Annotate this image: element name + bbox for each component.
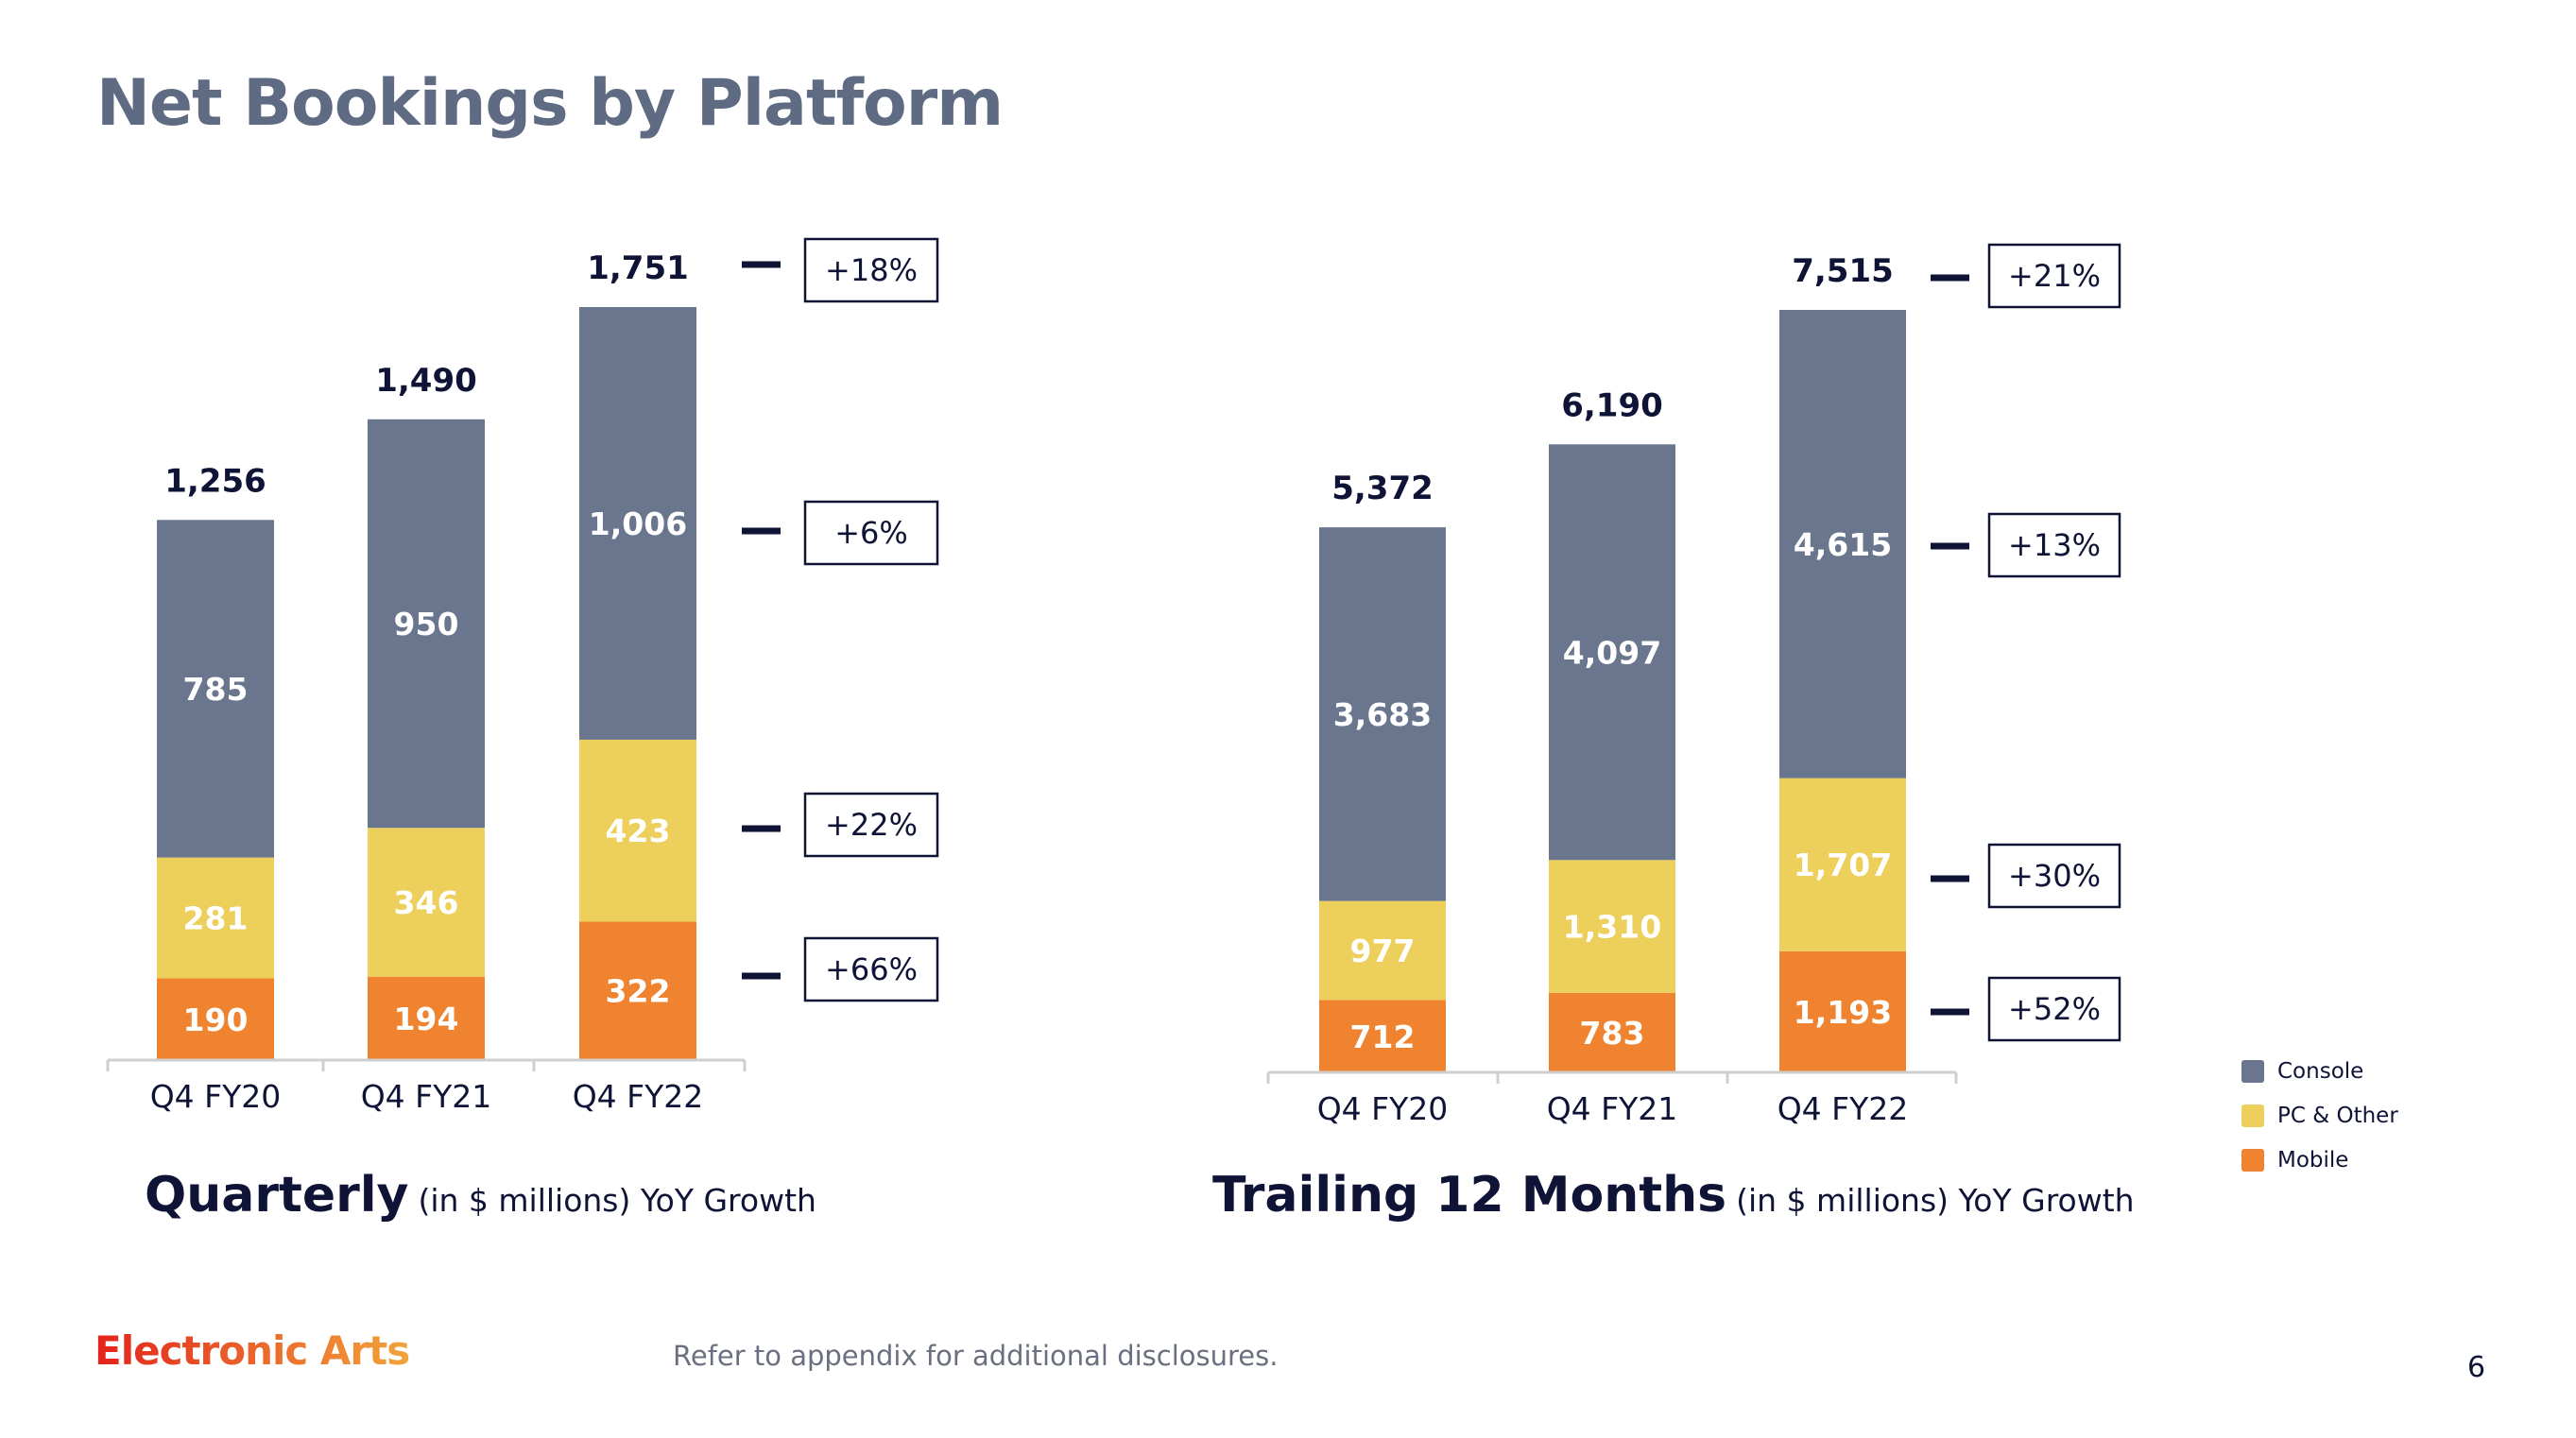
quarterly-bar-mobile-1 xyxy=(157,978,274,1060)
ttm-data-label-console-2: 4,097 xyxy=(1563,634,1661,671)
ttm-growth-box-console xyxy=(1987,512,2121,578)
ttm-growth-box-mobile xyxy=(1987,976,2121,1042)
quarterly-bar-pc-2 xyxy=(368,828,485,977)
ttm-bar-mobile-1 xyxy=(1319,1000,1446,1072)
quarterly-total-label-1: 1,256 xyxy=(164,462,266,500)
page-number: 6 xyxy=(2467,1351,2486,1384)
quarterly-x-tick-label-2: Q4 FY21 xyxy=(361,1078,492,1115)
quarterly-x-tick-label-3: Q4 FY22 xyxy=(573,1078,704,1115)
ttm-total-label-2: 6,190 xyxy=(1561,386,1663,424)
ttm-data-label-console-1: 3,683 xyxy=(1333,696,1432,733)
quarterly-growth-box-total xyxy=(803,237,939,303)
quarterly-total-label-2: 1,490 xyxy=(375,362,477,400)
quarterly-data-label-console-1: 785 xyxy=(183,671,249,708)
quarterly-data-label-mobile-1: 190 xyxy=(183,1001,249,1038)
quarterly-data-label-console-3: 1,006 xyxy=(589,505,687,542)
ttm-growth-label-mobile: +52% xyxy=(2008,991,2101,1027)
quarterly-data-label-pc-1: 281 xyxy=(183,900,249,937)
legend-label-pc: PC & Other xyxy=(2277,1103,2398,1128)
quarterly-growth-box-pc xyxy=(803,792,939,858)
quarterly-bar-pc-1 xyxy=(157,857,274,979)
quarterly-growth-label-total: +18% xyxy=(825,252,918,288)
ttm-data-label-console-3: 4,615 xyxy=(1794,526,1892,563)
page-title: Net Bookings by Platform xyxy=(96,66,1004,141)
ttm-growth-box-total xyxy=(1987,243,2121,309)
ttm-growth-label-total: +21% xyxy=(2008,258,2101,294)
ttm-caption: Trailing 12 Months (in $ millions) YoY Gr… xyxy=(1212,1167,2135,1224)
ttm-data-label-pc-2: 1,310 xyxy=(1563,909,1661,946)
ttm-data-label-pc-3: 1,707 xyxy=(1794,847,1892,883)
quarterly-bar-console-1 xyxy=(157,520,274,858)
ttm-x-tick-label-2: Q4 FY21 xyxy=(1547,1090,1678,1127)
quarterly-caption: Quarterly (in $ millions) YoY Growth xyxy=(145,1167,816,1224)
legend-item-mobile: Mobile xyxy=(2241,1138,2398,1182)
ttm-data-label-mobile-3: 1,193 xyxy=(1794,994,1892,1031)
quarterly-bar-mobile-2 xyxy=(368,976,485,1060)
legend-item-console: Console xyxy=(2241,1049,2398,1093)
chart-legend: Console PC & Other Mobile xyxy=(2241,1049,2398,1182)
quarterly-data-label-console-2: 950 xyxy=(394,606,459,642)
quarterly-growth-box-console xyxy=(803,500,939,566)
ttm-bar-console-1 xyxy=(1319,527,1446,901)
quarterly-data-label-pc-2: 346 xyxy=(394,884,459,921)
quarterly-caption-title: Quarterly xyxy=(145,1167,409,1224)
quarterly-bar-pc-3 xyxy=(579,739,696,922)
ttm-bar-mobile-2 xyxy=(1549,992,1675,1072)
ttm-growth-label-console: +13% xyxy=(2008,527,2101,563)
quarterly-bar-mobile-3 xyxy=(579,921,696,1060)
ttm-bar-pc-2 xyxy=(1549,860,1675,993)
quarterly-growth-label-pc: +22% xyxy=(825,807,918,843)
ttm-caption-subtitle: (in $ millions) YoY Growth xyxy=(1736,1182,2135,1219)
ttm-data-label-mobile-1: 712 xyxy=(1350,1019,1416,1055)
ttm-data-label-mobile-2: 783 xyxy=(1580,1015,1645,1052)
legend-swatch-pc xyxy=(2241,1104,2264,1127)
quarterly-growth-label-console: +6% xyxy=(834,515,908,551)
legend-item-pc: PC & Other xyxy=(2241,1093,2398,1138)
quarterly-total-label-3: 1,751 xyxy=(587,249,689,287)
ttm-total-label-3: 7,515 xyxy=(1792,252,1894,290)
quarterly-data-label-mobile-2: 194 xyxy=(394,1001,459,1037)
quarterly-growth-box-mobile xyxy=(803,936,939,1002)
ttm-bar-console-2 xyxy=(1549,444,1675,861)
legend-label-console: Console xyxy=(2277,1058,2364,1084)
quarterly-caption-subtitle: (in $ millions) YoY Growth xyxy=(418,1182,816,1219)
ttm-growth-box-pc xyxy=(1987,843,2121,909)
legend-swatch-mobile xyxy=(2241,1148,2264,1172)
ttm-total-label-1: 5,372 xyxy=(1331,470,1434,507)
ttm-x-tick-label-1: Q4 FY20 xyxy=(1317,1090,1449,1127)
legend-label-mobile: Mobile xyxy=(2277,1147,2349,1173)
ttm-bar-mobile-3 xyxy=(1779,950,1906,1072)
quarterly-bar-console-3 xyxy=(579,307,696,740)
electronic-arts-logo: Electronic Arts xyxy=(94,1327,410,1374)
ttm-growth-label-pc: +30% xyxy=(2008,858,2101,894)
ttm-data-label-pc-1: 977 xyxy=(1350,933,1416,969)
quarterly-data-label-mobile-3: 322 xyxy=(606,973,671,1010)
ttm-bar-pc-1 xyxy=(1319,900,1446,1001)
quarterly-data-label-pc-3: 423 xyxy=(606,813,671,849)
ttm-bar-console-3 xyxy=(1779,310,1906,779)
footer-disclaimer: Refer to appendix for additional disclos… xyxy=(673,1340,1279,1372)
quarterly-bar-console-2 xyxy=(368,419,485,829)
quarterly-x-tick-label-1: Q4 FY20 xyxy=(150,1078,282,1115)
quarterly-growth-label-mobile: +66% xyxy=(825,951,918,987)
ttm-bar-pc-3 xyxy=(1779,778,1906,951)
ttm-x-tick-label-3: Q4 FY22 xyxy=(1777,1090,1909,1127)
ttm-caption-title: Trailing 12 Months xyxy=(1212,1167,1727,1224)
legend-swatch-console xyxy=(2241,1059,2264,1083)
